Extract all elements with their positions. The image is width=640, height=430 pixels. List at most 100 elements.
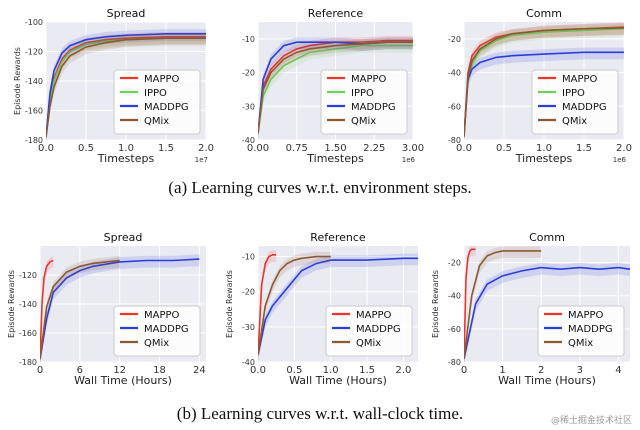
- x-tick-label: 0: [37, 365, 43, 376]
- x-tick-label: 1.5: [158, 143, 174, 154]
- legend-label: QMix: [356, 338, 381, 349]
- series-band-ippo: [258, 40, 413, 140]
- series-line-qmix: [464, 27, 624, 137]
- legend-label: MADDPG: [568, 324, 613, 335]
- chart-panel-2: -10 -20 -30 -400.00 0.75 1.50 2.25 3.00 Referenc…: [242, 7, 424, 165]
- legend-label: QMix: [351, 116, 376, 127]
- series-line-qmix: [258, 41, 413, 134]
- series-line-qmix: [46, 37, 206, 138]
- legend-label: QMix: [562, 116, 587, 127]
- series-group: [46, 29, 206, 140]
- series-band-qmix: [464, 246, 542, 362]
- chart-title: Spread: [107, 7, 146, 20]
- legend-box: [113, 69, 201, 135]
- x-tick-label: 0.5: [496, 143, 512, 154]
- legend-box: [325, 305, 413, 357]
- y-tick-label: -180: [19, 358, 37, 367]
- series-group: [464, 246, 630, 362]
- x-tick-label: 0.0: [38, 143, 54, 154]
- y-axis-label: Episode Rewards: [225, 270, 234, 338]
- series-band-maddpg: [464, 262, 630, 362]
- legend-label: QMix: [568, 338, 593, 349]
- y-tick-label: -40: [242, 136, 255, 145]
- x-tick-label: 0: [461, 365, 467, 376]
- x-axis-label: Timesteps: [306, 152, 364, 165]
- y-tick-label: -60: [448, 325, 461, 334]
- legend-label: MADDPG: [144, 324, 189, 335]
- x-tick-label: 1: [499, 365, 505, 376]
- legend-label: IPPO: [351, 88, 374, 99]
- x-tick-label: 0.0: [250, 365, 266, 376]
- y-tick-label: -40: [448, 292, 461, 301]
- x-tick-label: 1.5: [359, 365, 375, 376]
- watermark: @稀土掘金技术社区: [550, 416, 632, 426]
- series-line-qmix: [40, 259, 120, 360]
- series-band-qmix: [46, 33, 206, 140]
- y-tick-label: -40: [448, 69, 461, 78]
- x-axis-scale: 1e6: [402, 156, 416, 164]
- x-tick-label: 0.5: [78, 143, 94, 154]
- series-line-mappo: [464, 248, 476, 359]
- y-tick-label: -100: [25, 18, 43, 27]
- y-tick-label: -140: [19, 300, 37, 309]
- x-axis-scale: 1e7: [195, 156, 208, 164]
- series-line-maddpg: [258, 257, 418, 356]
- y-tick-label: -80: [448, 358, 461, 367]
- x-axis-scale: 1e6: [613, 156, 627, 164]
- series-line-mappo: [258, 253, 277, 356]
- y-tick-label: -180: [25, 136, 43, 145]
- x-tick-label: 0.0: [456, 143, 472, 154]
- series-group: [464, 22, 624, 140]
- caption-bottom: (b) Learning curves w.r.t. wall-clock ti…: [176, 404, 464, 423]
- series-band-maddpg: [46, 29, 206, 140]
- x-tick-label: 2: [538, 365, 544, 376]
- series-line-maddpg: [46, 32, 206, 138]
- legend-label: MAPPO: [568, 310, 604, 321]
- legend-label: MADDPG: [144, 102, 189, 113]
- legend-box: [113, 305, 201, 357]
- y-tick-label: -160: [25, 107, 43, 116]
- x-axis-label: Wall Time (Hours): [289, 374, 387, 387]
- chart-title: Reference: [308, 7, 364, 20]
- x-tick-label: 1.0: [536, 143, 552, 154]
- series-line-qmix: [258, 255, 331, 356]
- x-tick-label: 1.0: [118, 143, 134, 154]
- x-tick-label: 12: [113, 365, 126, 376]
- series-band-ippo: [464, 24, 624, 140]
- x-tick-label: 6: [77, 365, 83, 376]
- series-line-maddpg: [464, 266, 630, 359]
- series-band-ippo: [46, 33, 206, 140]
- y-axis-label: Episode Rewards: [431, 270, 440, 338]
- y-tick-label: -120: [25, 48, 43, 57]
- legend-label: MADDPG: [351, 102, 396, 113]
- x-tick-label: 1.0: [323, 365, 339, 376]
- series-band-maddpg: [258, 253, 418, 362]
- chart-title: Comm: [526, 7, 562, 20]
- series-line-mappo: [258, 39, 413, 134]
- legend-label: MADDPG: [356, 324, 401, 335]
- x-tick-label: 2.0: [198, 143, 214, 154]
- series-band-qmix: [464, 23, 624, 140]
- x-axis-label: Wall Time (Hours): [74, 374, 172, 387]
- series-band-mappo: [464, 22, 624, 140]
- y-axis-label: Episode Rewards: [7, 270, 16, 338]
- series-band-qmix: [258, 37, 413, 140]
- legend-label: QMix: [144, 116, 169, 127]
- y-tick-label: -160: [19, 329, 37, 338]
- y-tick-label: -80: [448, 136, 461, 145]
- series-line-mappo: [40, 259, 54, 360]
- x-tick-label: 24: [193, 365, 206, 376]
- caption-top: (a) Learning curves w.r.t. environment s…: [168, 178, 472, 197]
- y-tick-label: -20: [242, 288, 255, 297]
- y-tick-label: -20: [242, 69, 255, 78]
- series-band-maddpg: [464, 47, 624, 140]
- legend-label: IPPO: [562, 88, 585, 99]
- y-tick-label: -20: [448, 35, 461, 44]
- y-tick-label: -20: [448, 259, 461, 268]
- x-axis-label: Timesteps: [97, 152, 155, 165]
- y-axis-label: Episode Rewards: [13, 47, 22, 115]
- chart-panel-3: -20 -40 -60 -800.0 0.5 1.0 1.5 2.0 Comm Timesteps…: [448, 7, 632, 165]
- chart-panel-6: -20 -40 -60 -800 1 2 3 4 Comm Wall Time (Hours) Ep…: [431, 231, 630, 387]
